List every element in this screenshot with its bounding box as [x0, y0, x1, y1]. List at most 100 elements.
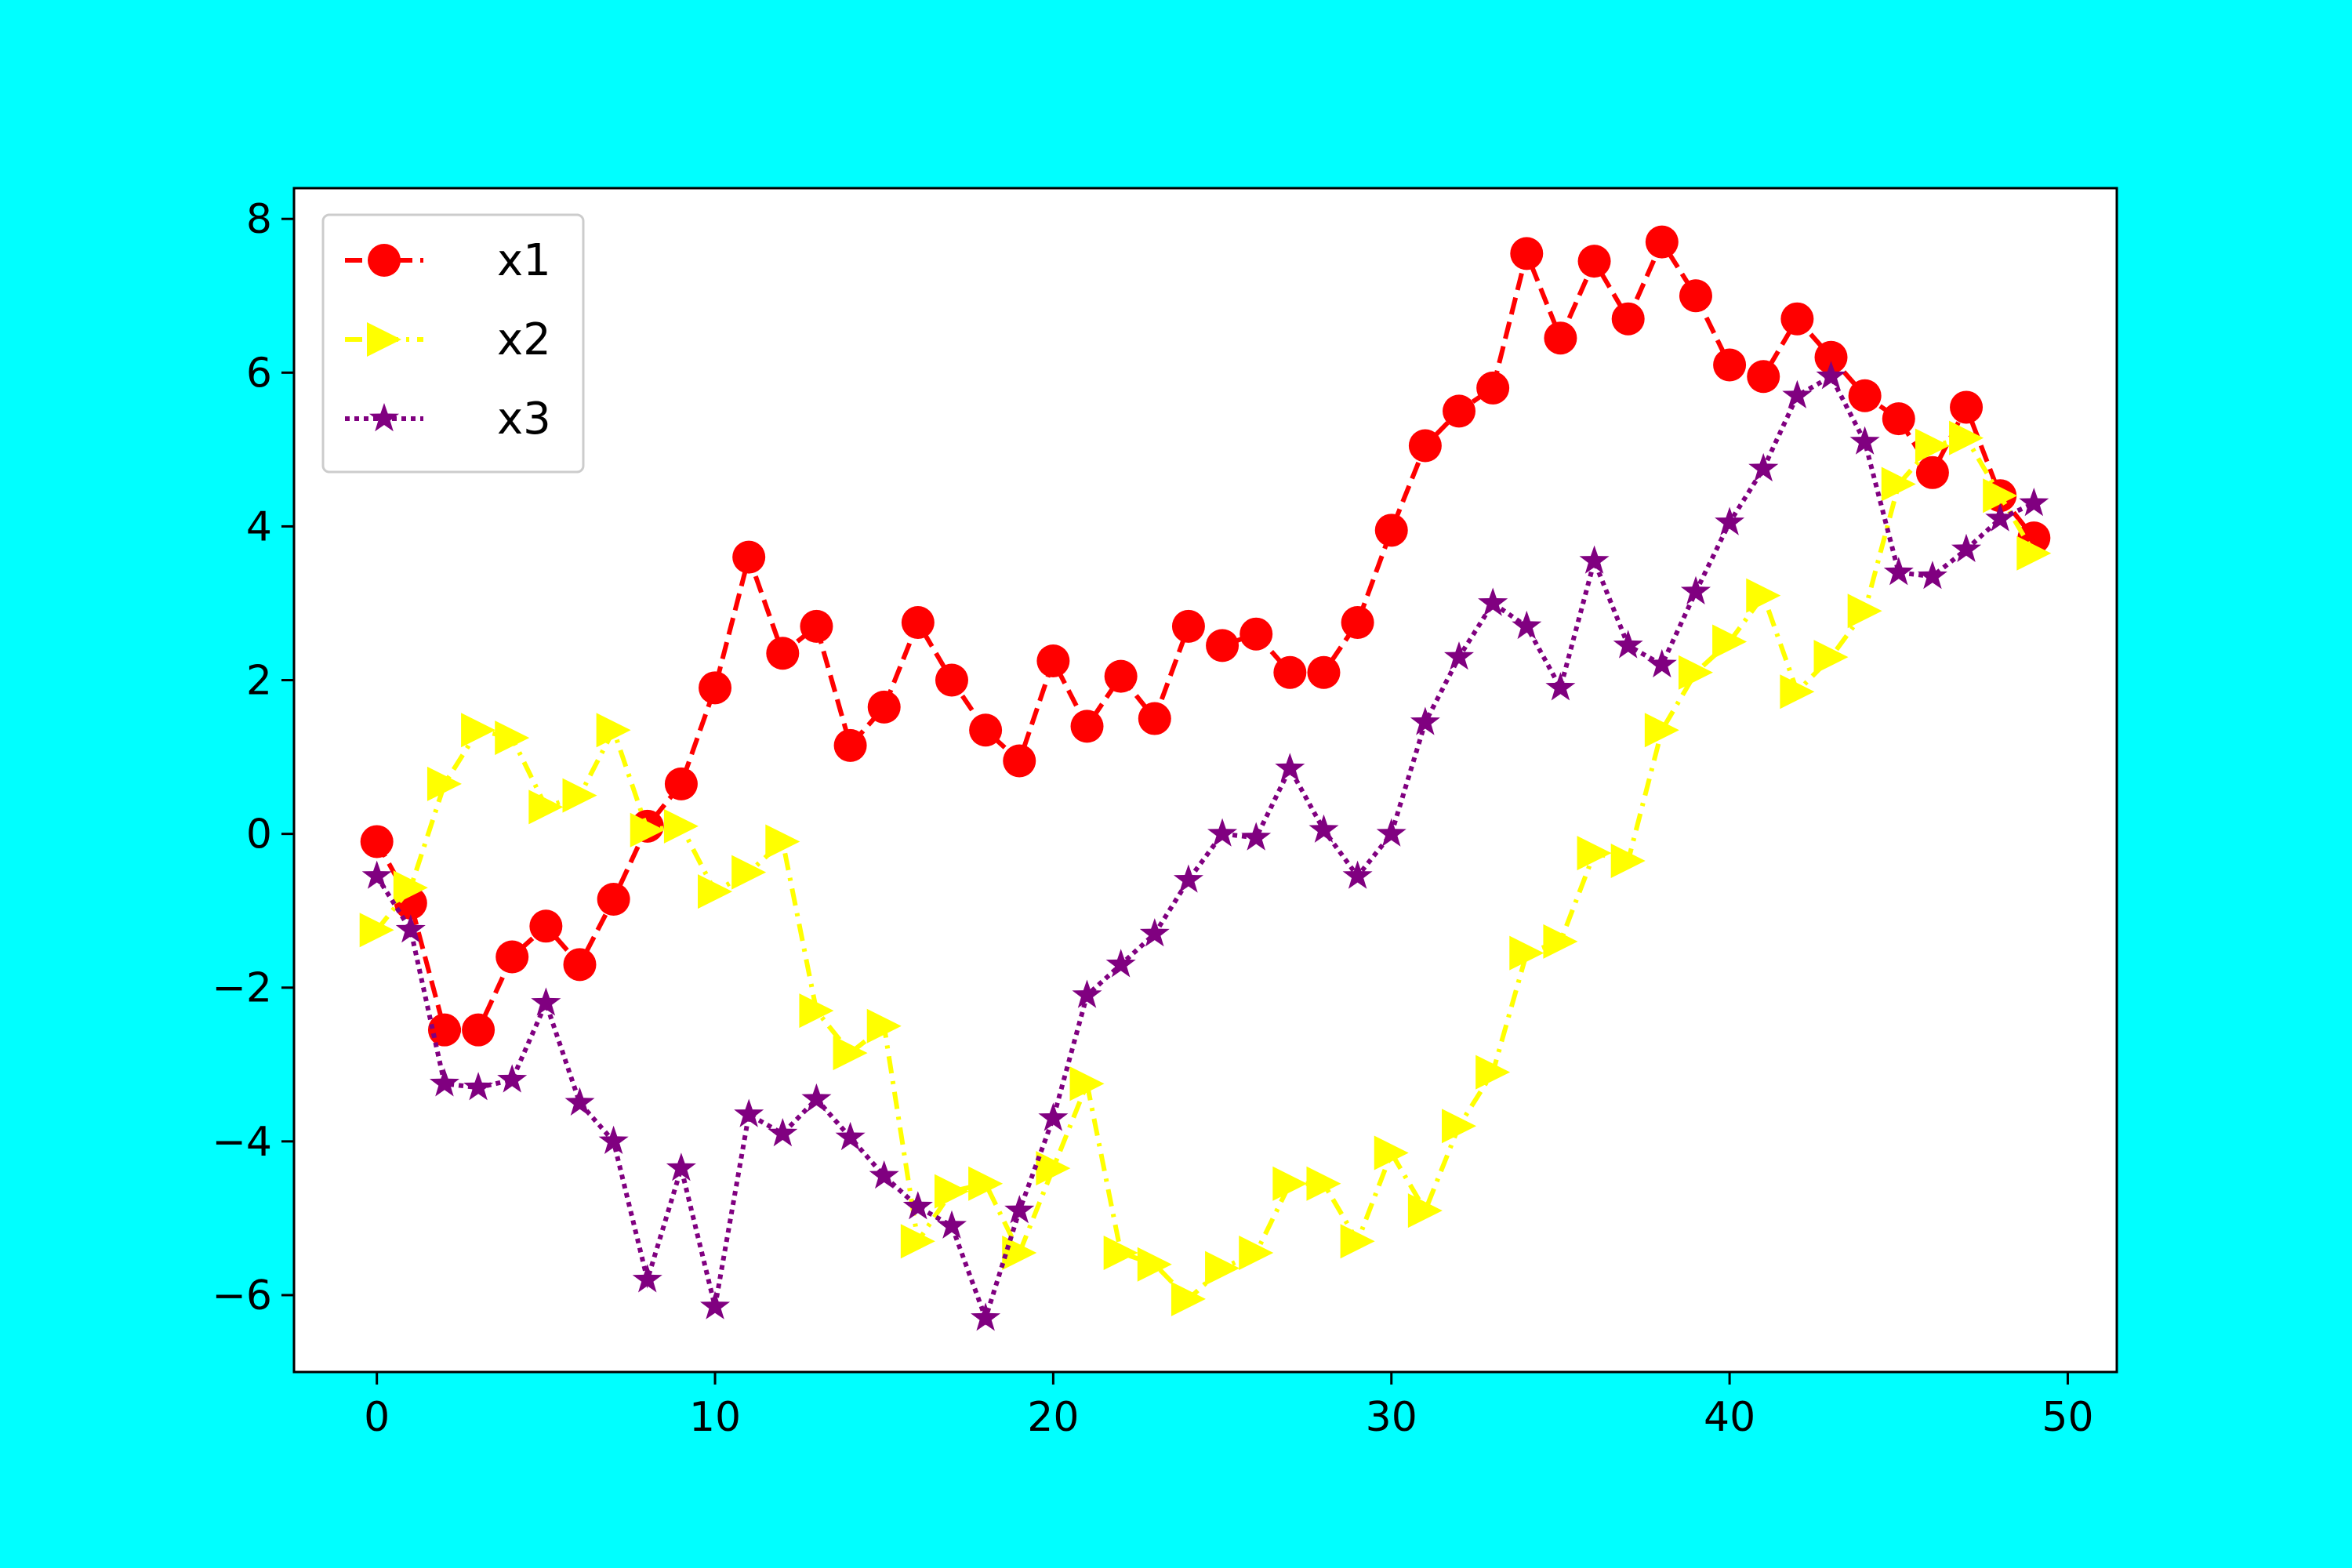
series-x3-point-46 [1917, 561, 1947, 590]
series-x2-point-2 [426, 766, 462, 801]
series-x1-point-34 [1510, 237, 1544, 270]
series-x1-point-22 [1104, 659, 1138, 693]
series-x2-point-45 [1881, 466, 1916, 502]
series-x3-point-12 [768, 1118, 798, 1147]
series-x2-point-24 [1171, 1281, 1206, 1316]
series-x3-point-22 [1105, 949, 1136, 978]
legend-x1-point-marker [368, 244, 401, 277]
series-x2-point-41 [1746, 578, 1781, 613]
series-x2-point-6 [562, 778, 597, 813]
series-x2-point-26 [1239, 1236, 1274, 1271]
series-x3-point-18 [971, 1302, 1001, 1331]
series-x1-point-38 [1645, 225, 1679, 259]
series-x3-point-42 [1782, 379, 1813, 408]
series-x3 [361, 361, 2049, 1331]
series-x2-point-21 [1069, 1066, 1105, 1102]
series-x2-point-7 [596, 713, 631, 748]
series-x3-point-48 [1985, 503, 2016, 532]
series-x3-point-38 [1646, 648, 1677, 678]
series-x1-point-45 [1882, 402, 1915, 436]
series-x1-point-37 [1611, 302, 1645, 336]
series-x2-point-32 [1442, 1109, 1477, 1144]
series-x1-point-35 [1544, 321, 1577, 355]
series-x2-point-33 [1475, 1054, 1511, 1090]
series-x3-point-14 [835, 1121, 866, 1151]
series-x2-point-14 [833, 1036, 868, 1071]
series-x3-point-2 [429, 1068, 459, 1097]
series-x3-point-13 [801, 1083, 832, 1112]
legend: x1 x2 x3 [321, 213, 585, 474]
series-x3-point-1 [395, 914, 426, 943]
y-tick-label--4: −4 [212, 1119, 272, 1166]
x-tick-label-30: 30 [1366, 1394, 1417, 1441]
series-x2-point-42 [1780, 674, 1815, 710]
series-x1-point-32 [1443, 394, 1476, 428]
series-x3-point-39 [1680, 575, 1711, 604]
series-x1-point-14 [833, 728, 867, 762]
series-x2-point-9 [663, 808, 699, 844]
series-x3-point-21 [1072, 979, 1102, 1008]
series-x2-point-0 [359, 913, 394, 948]
series-x2-point-47 [1949, 420, 1984, 456]
series-x1-point-6 [563, 948, 597, 982]
series-x1 [360, 225, 2051, 1047]
series-x3-point-26 [1241, 822, 1272, 851]
series-x2-point-5 [528, 789, 564, 825]
legend-entry-x1: x1 [345, 235, 551, 286]
series-x3-point-5 [531, 987, 561, 1016]
series-x2-point-18 [968, 1166, 1004, 1201]
series-x2-point-28 [1306, 1166, 1341, 1201]
series-x3-point-30 [1376, 818, 1406, 847]
series-x1-point-17 [935, 663, 968, 697]
series-x2-point-35 [1543, 924, 1578, 959]
series-x1-point-29 [1341, 605, 1374, 639]
series-x2-point-37 [1610, 843, 1646, 878]
series-x1-point-28 [1307, 655, 1341, 689]
series-x1-point-41 [1747, 360, 1780, 394]
series-x2-point-43 [1813, 640, 1849, 675]
series-x2-point-8 [630, 812, 665, 848]
series-x3-point-41 [1748, 452, 1779, 482]
series-x1-point-21 [1070, 710, 1104, 743]
series-x3-point-36 [1579, 545, 1610, 574]
series-x3-point-27 [1275, 753, 1305, 782]
series-x2-point-20 [1036, 1151, 1071, 1186]
series-x3-point-3 [463, 1072, 494, 1101]
series-x3-point-7 [598, 1125, 629, 1154]
series-x2-point-31 [1407, 1193, 1443, 1229]
series-x1-point-15 [867, 690, 901, 724]
y-tick-label--2: −2 [212, 965, 272, 1012]
series-x1-point-0 [360, 825, 394, 858]
series-x1-point-46 [1915, 456, 1949, 489]
series-x2-point-48 [1983, 478, 2018, 514]
series-x1-point-12 [766, 637, 800, 670]
x-tick-label-10: 10 [689, 1394, 741, 1441]
series-x2-point-3 [461, 713, 496, 748]
series-x2-point-49 [2016, 535, 2052, 571]
y-tick-label-8: 8 [246, 196, 272, 243]
series-x2-point-40 [1712, 624, 1748, 659]
series-x1-point-10 [699, 671, 732, 705]
series-x2-point-30 [1374, 1135, 1409, 1171]
series-x2-point-16 [900, 1224, 935, 1259]
series-x3-point-35 [1545, 672, 1576, 701]
series-x1-point-19 [1003, 744, 1036, 778]
series-x2-point-34 [1509, 935, 1544, 971]
series-x3-point-17 [937, 1210, 967, 1239]
series-x3-point-45 [1883, 557, 1914, 586]
series-x1-point-33 [1476, 371, 1510, 405]
series-x3-point-43 [1816, 361, 1846, 390]
y-axis: −6 −4 −2 0 2 4 6 8 [212, 196, 294, 1319]
y-tick-label-2: 2 [246, 658, 272, 705]
series-x2-point-23 [1137, 1247, 1172, 1282]
series-x2-point-15 [866, 1008, 902, 1044]
series-x3-point-37 [1613, 630, 1643, 659]
series-layer [359, 225, 2052, 1331]
series-x2-point-22 [1103, 1236, 1138, 1271]
series-x3-point-32 [1444, 641, 1474, 670]
series-x1-point-20 [1036, 644, 1070, 678]
series-x1-point-23 [1138, 702, 1171, 735]
series-x2-point-25 [1205, 1250, 1240, 1286]
series-x1-point-4 [495, 940, 529, 974]
